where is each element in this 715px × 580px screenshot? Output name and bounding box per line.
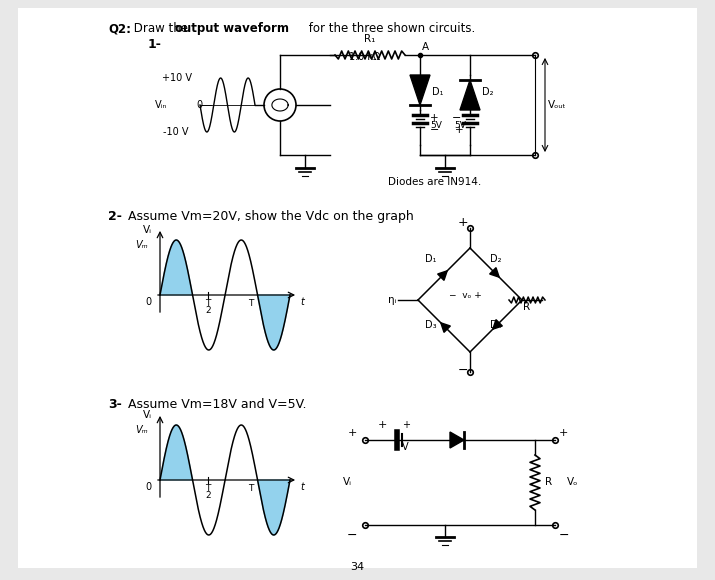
Text: −: − (559, 529, 570, 542)
Polygon shape (460, 80, 480, 110)
Text: 2-: 2- (108, 210, 122, 223)
Polygon shape (441, 323, 450, 332)
Text: ηᵢ: ηᵢ (388, 295, 397, 305)
Text: +: + (458, 216, 468, 229)
Text: +: + (559, 428, 568, 438)
Text: 2: 2 (205, 306, 211, 315)
Text: −  vₒ +: − vₒ + (448, 291, 481, 299)
Text: Vₒᵤₜ: Vₒᵤₜ (548, 100, 566, 110)
Text: R: R (523, 302, 531, 312)
Text: D₃: D₃ (425, 320, 437, 330)
Text: Vₘ: Vₘ (135, 240, 148, 250)
Text: +: + (378, 420, 387, 430)
Text: D₁: D₁ (425, 254, 436, 264)
Text: −: − (430, 125, 440, 135)
Polygon shape (438, 271, 447, 280)
Text: T: T (248, 299, 254, 308)
Polygon shape (410, 75, 430, 105)
Text: V: V (402, 442, 409, 452)
Polygon shape (450, 432, 464, 448)
Text: 0: 0 (146, 297, 152, 307)
Text: −: − (347, 529, 357, 542)
Text: Vₒ: Vₒ (567, 477, 578, 487)
Text: R₁: R₁ (365, 34, 375, 44)
Text: D₂: D₂ (482, 87, 493, 97)
Text: Assume Vm=18V and V=5V.: Assume Vm=18V and V=5V. (124, 398, 307, 411)
Text: 5V: 5V (454, 121, 466, 130)
Text: −: − (458, 364, 468, 377)
Text: T: T (205, 484, 211, 493)
Text: Diodes are IN914.: Diodes are IN914. (388, 177, 482, 187)
Text: A: A (422, 42, 429, 52)
Text: 0―: 0― (196, 100, 212, 110)
Text: t: t (300, 297, 304, 307)
Text: 3-: 3- (108, 398, 122, 411)
Polygon shape (490, 267, 499, 277)
Text: Draw the: Draw the (130, 22, 192, 35)
Text: −: − (452, 113, 461, 123)
Text: +10 V: +10 V (162, 73, 192, 83)
Text: +: + (347, 428, 357, 438)
Text: Vᵢₙ: Vᵢₙ (155, 100, 167, 110)
Text: t: t (300, 482, 304, 492)
Text: D₁: D₁ (432, 87, 443, 97)
Text: R: R (545, 477, 552, 487)
Text: 5V: 5V (430, 121, 442, 130)
Text: Vₘ: Vₘ (135, 425, 148, 435)
Text: 1.0 kΩ: 1.0 kΩ (350, 52, 380, 62)
Text: D₄: D₄ (490, 320, 501, 330)
Text: 34: 34 (350, 562, 364, 572)
Text: 2: 2 (205, 491, 211, 500)
Text: Vᵢ: Vᵢ (343, 477, 352, 487)
Text: for the three shown circuits.: for the three shown circuits. (305, 22, 475, 35)
Text: Vᵢ: Vᵢ (143, 410, 152, 420)
Text: 0: 0 (146, 482, 152, 492)
Text: output waveform: output waveform (175, 22, 289, 35)
Text: -10 V: -10 V (163, 127, 189, 137)
Text: +: + (455, 125, 463, 135)
Text: Assume Vm=20V, show the Vdc on the graph: Assume Vm=20V, show the Vdc on the graph (124, 210, 414, 223)
Text: Q2:: Q2: (108, 22, 131, 35)
Text: +: + (430, 113, 438, 123)
Text: D₂: D₂ (490, 254, 501, 264)
Text: 1-: 1- (148, 38, 162, 51)
Text: T: T (205, 299, 211, 308)
Text: T: T (248, 484, 254, 493)
Text: +: + (402, 420, 410, 430)
Text: Vᵢ: Vᵢ (143, 225, 152, 235)
Polygon shape (493, 320, 503, 329)
